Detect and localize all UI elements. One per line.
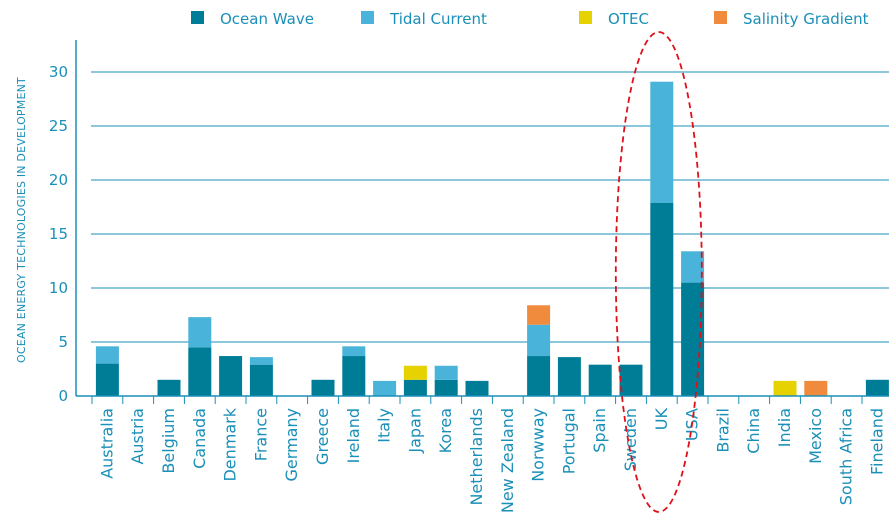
bar-belgium-series-0 [157, 379, 181, 396]
x-category-label-6: Germany [282, 408, 301, 482]
bar-denmark-series-0 [219, 356, 243, 396]
bar-ireland-series-0 [342, 356, 366, 396]
bar-norwway-series-1 [527, 324, 551, 357]
bar-usa-series-1 [681, 251, 705, 283]
y-tick-label-0: 0 [58, 387, 68, 405]
x-category-label-7: Greece [313, 408, 332, 465]
legend-label-3: Salinity Gradient [743, 10, 869, 28]
bar-korea-series-1 [434, 365, 458, 380]
bar-uk-series-0 [650, 202, 674, 396]
x-category-label-4: Denmark [221, 407, 240, 481]
bar-usa-series-0 [681, 282, 705, 396]
bar-area [95, 81, 889, 396]
chart-axes [75, 40, 889, 404]
y-tick-label-25: 25 [49, 117, 68, 135]
bar-spain-series-0 [588, 364, 612, 396]
legend-swatch-3 [714, 11, 727, 24]
bar-ireland-series-1 [342, 346, 366, 357]
legend-label-0: Ocean Wave [220, 10, 314, 28]
bar-uk-series-1 [650, 81, 674, 203]
bar-india-series-2 [773, 380, 797, 396]
x-category-label-2: Belgium [159, 408, 178, 474]
x-category-label-22: India [775, 408, 794, 447]
y-tick-label-20: 20 [49, 171, 68, 189]
y-tick-label-10: 10 [49, 279, 68, 297]
bar-australia-series-1 [95, 346, 119, 364]
bar-norwway-series-0 [527, 356, 551, 396]
bar-mexico-series-3 [804, 380, 828, 396]
x-category-label-23: Mexico [806, 408, 825, 464]
y-axis-title: OCEAN ENERGY TECHNOLOGIES IN DEVELOPMENT [15, 77, 28, 363]
bar-korea-series-0 [434, 379, 458, 396]
x-category-label-10: Japan [405, 408, 424, 454]
x-category-label-16: Spain [590, 408, 609, 453]
x-category-label-14: Norwway [529, 408, 548, 482]
x-category-label-0: Australia [97, 408, 116, 479]
legend-swatch-0 [191, 11, 204, 24]
bar-japan-series-2 [403, 365, 427, 380]
bar-italy-series-1 [373, 380, 397, 396]
x-category-label-12: Netherlands [467, 408, 486, 506]
x-category-label-18: UK [652, 407, 671, 430]
x-category-label-8: Ireland [344, 408, 363, 463]
highlight-ellipse [614, 31, 703, 513]
bar-portugal-series-0 [557, 357, 581, 396]
x-category-label-24: South Africa [837, 408, 856, 505]
bar-canada-series-1 [188, 317, 212, 348]
annotation [614, 31, 703, 513]
y-tick-label-15: 15 [49, 225, 68, 243]
x-category-label-9: Italy [375, 408, 394, 443]
legend-label-1: Tidal Current [389, 10, 487, 28]
bar-greece-series-0 [311, 379, 335, 396]
bar-norwway-series-3 [527, 305, 551, 325]
gridlines [91, 71, 889, 343]
x-category-label-21: China [744, 408, 763, 454]
y-tick-label-5: 5 [58, 333, 68, 351]
bar-fineland-series-0 [865, 379, 889, 396]
bar-sweden-series-0 [619, 364, 643, 396]
bar-australia-series-0 [95, 363, 119, 396]
legend-swatch-1 [361, 11, 374, 24]
bar-canada-series-0 [188, 347, 212, 396]
legend-label-2: OTEC [608, 10, 649, 28]
chart-legend: Ocean Wave Tidal Current OTEC Salinity Grad… [191, 10, 869, 28]
x-category-label-3: Canada [190, 408, 209, 469]
x-category-label-17: Sweden [621, 408, 640, 471]
legend-swatch-2 [579, 11, 592, 24]
bar-netherlands-series-0 [465, 380, 489, 396]
x-category-labels: Australia Austria Belgium Canada Denmark Fran… [97, 407, 886, 513]
bar-france-series-0 [249, 364, 273, 396]
x-category-label-15: Portugal [559, 408, 578, 474]
x-category-label-20: Brazil [713, 408, 732, 453]
x-category-label-5: France [251, 408, 270, 461]
x-category-label-1: Austria [128, 408, 147, 465]
y-tick-labels: 0 5 10 15 20 25 30 [49, 63, 68, 405]
x-category-label-25: Fineland [867, 408, 886, 475]
bar-japan-series-0 [403, 379, 427, 396]
x-category-label-13: New Zealand [498, 408, 517, 513]
y-tick-label-30: 30 [49, 63, 68, 81]
x-category-label-11: Korea [436, 408, 455, 453]
bar-france-series-1 [249, 357, 273, 365]
